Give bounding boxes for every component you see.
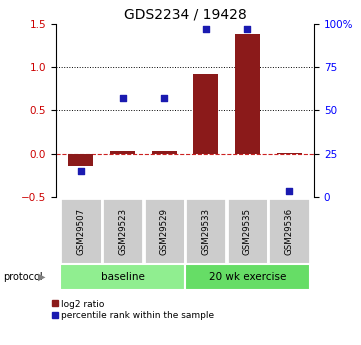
Bar [69,154,93,166]
Point [161,96,167,101]
Text: GSM29535: GSM29535 [243,208,252,255]
Text: GSM29536: GSM29536 [284,208,293,255]
Legend: log2 ratio, percentile rank within the sample: log2 ratio, percentile rank within the s… [48,296,218,324]
Text: 20 wk exercise: 20 wk exercise [209,272,286,282]
Bar [185,198,226,264]
Bar [102,198,143,264]
Point [120,96,126,101]
Text: GSM29529: GSM29529 [160,208,169,255]
Point [286,189,292,194]
Bar [144,198,185,264]
Bar [110,151,135,154]
Text: GSM29533: GSM29533 [201,208,210,255]
Point [244,27,250,32]
Text: protocol: protocol [4,272,43,282]
Point [203,27,209,32]
Bar [227,198,268,264]
Text: baseline: baseline [101,272,145,282]
Text: GSM29523: GSM29523 [118,208,127,255]
Bar [152,151,177,154]
Bar [269,198,310,264]
Bar [235,34,260,154]
Bar [193,74,218,154]
Bar [185,264,310,290]
Bar [60,198,101,264]
Text: ▶: ▶ [38,272,45,282]
Bar [277,152,301,154]
Text: GSM29507: GSM29507 [77,208,86,255]
Title: GDS2234 / 19428: GDS2234 / 19428 [123,8,247,22]
Bar [60,264,185,290]
Point [78,168,84,174]
